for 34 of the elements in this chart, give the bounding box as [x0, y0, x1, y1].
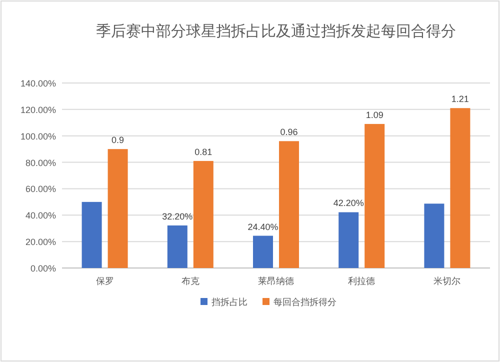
y-tick-label: 60.00%	[25, 184, 56, 194]
bar	[167, 225, 188, 268]
data-label: 1.09	[366, 110, 384, 120]
data-label: 0.9	[112, 135, 124, 146]
x-tick-label: 利拉德	[348, 276, 376, 286]
x-tick-label: 布克	[181, 276, 200, 286]
legend-label: 每回合挡拆得分	[274, 297, 336, 307]
data-label: 24.40%	[248, 222, 278, 232]
data-label: 0.96	[280, 127, 298, 138]
y-tick-label: 0.00%	[30, 264, 56, 274]
bar	[193, 160, 214, 268]
data-label: 0.81	[194, 146, 212, 157]
y-tick-label: 140.00%	[20, 78, 56, 88]
bar	[279, 141, 299, 268]
bar	[253, 236, 273, 268]
data-label: 1.21	[451, 94, 469, 104]
y-tick-label: 20.00%	[25, 237, 56, 248]
bar	[450, 108, 470, 268]
data-label: 32.20%	[162, 211, 193, 222]
bar	[338, 212, 359, 268]
bar	[424, 204, 444, 268]
y-tick-label: 120.00%	[20, 104, 56, 115]
bar	[364, 124, 385, 268]
bar	[108, 149, 128, 268]
y-tick-label: 100.00%	[20, 131, 56, 142]
chart-title: 季后赛中部分球星挡拆占比及通过挡拆发起每回合得分	[96, 23, 456, 40]
x-tick-label: 米切尔	[434, 276, 461, 286]
x-tick-label: 莱昂纳德	[258, 276, 294, 286]
legend-label: 挡拆占比	[212, 297, 248, 307]
data-label: 42.20%	[333, 198, 364, 208]
y-tick-label: 40.00%	[25, 210, 56, 221]
bar	[82, 202, 102, 268]
y-tick-label: 80.00%	[25, 158, 56, 168]
x-tick-label: 保罗	[96, 276, 114, 286]
